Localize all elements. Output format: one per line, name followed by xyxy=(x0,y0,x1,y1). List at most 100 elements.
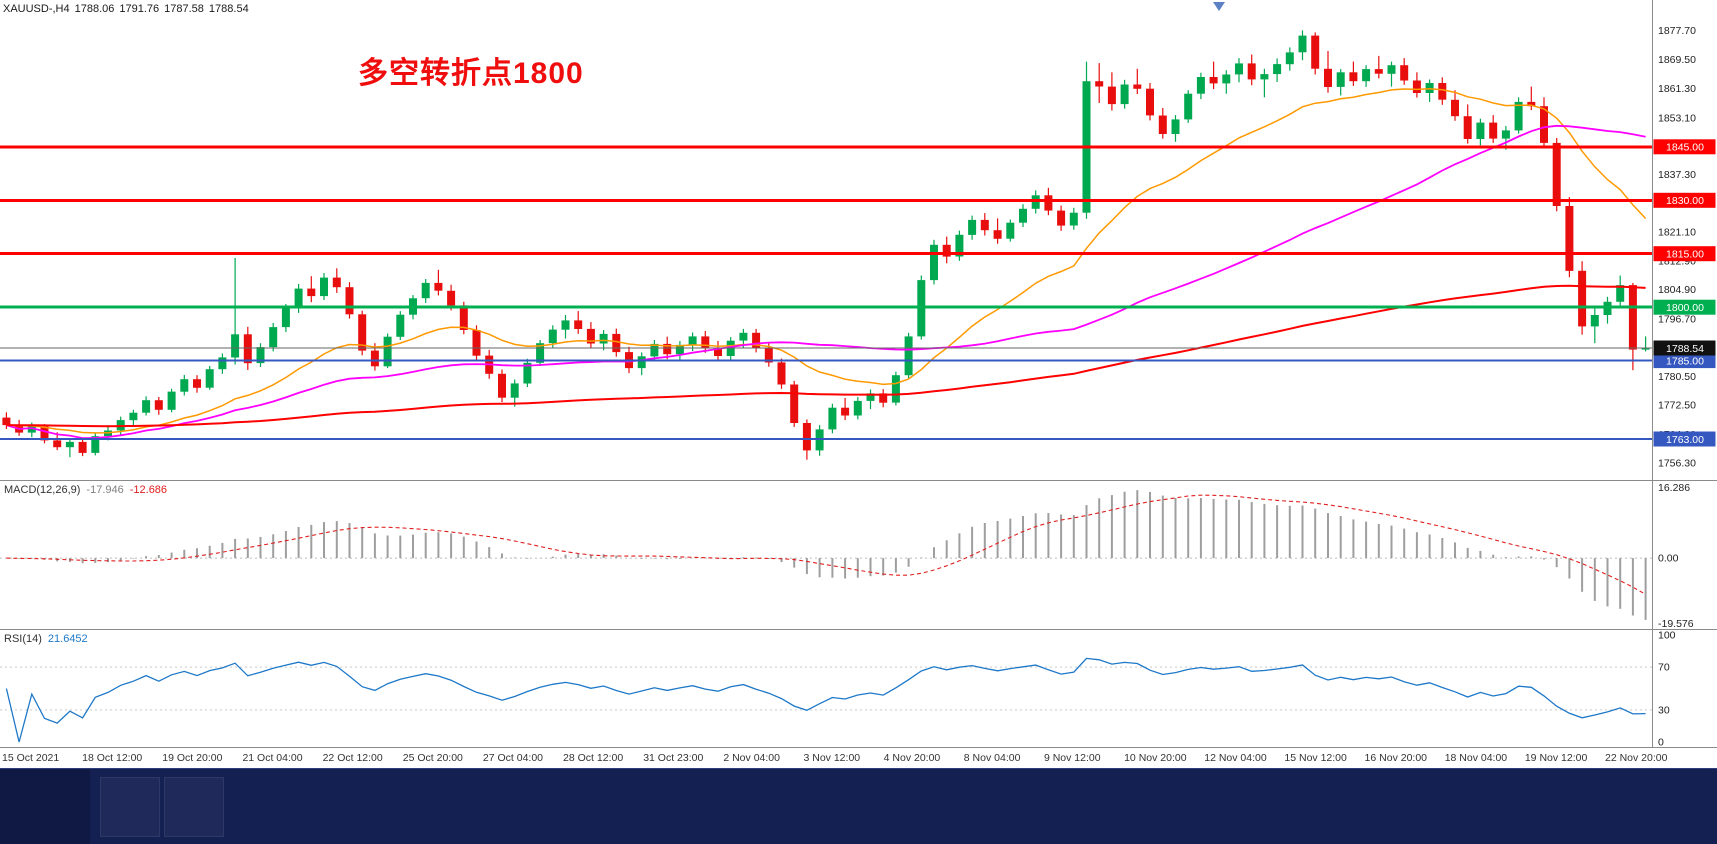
rsi-axis-label: 0 xyxy=(1658,737,1664,749)
price-badge-label: 1785.00 xyxy=(1666,355,1704,367)
candle-body xyxy=(434,282,443,291)
candle-body xyxy=(802,423,811,451)
time-axis-label: 8 Nov 04:00 xyxy=(964,752,1021,764)
candle-body xyxy=(1476,122,1485,139)
candle-body xyxy=(790,384,799,423)
price-badge xyxy=(1653,139,1716,155)
candle-body xyxy=(281,308,290,328)
taskbar-start-button[interactable] xyxy=(0,769,90,844)
candle-body xyxy=(1387,65,1396,74)
candle-body xyxy=(739,332,748,341)
candle-body xyxy=(523,362,532,384)
candle-body xyxy=(421,282,430,299)
candle-body xyxy=(548,329,557,344)
candle-body xyxy=(1641,348,1650,350)
candle-body xyxy=(1311,35,1320,69)
candle-body xyxy=(1425,83,1434,93)
candle-body xyxy=(1285,52,1294,65)
macd-indicator-label: MACD(12,26,9) -17.946 -12.686 xyxy=(4,484,167,496)
candle-body xyxy=(1019,208,1027,223)
ma-medium-line xyxy=(6,124,1646,440)
candle-body xyxy=(955,234,964,257)
candle-body xyxy=(1565,206,1574,271)
candle-body xyxy=(1527,101,1536,107)
chart-annotation-text[interactable]: 多空转折点1800 xyxy=(358,57,584,90)
time-axis-label: 15 Oct 2021 xyxy=(2,752,59,764)
candle-body xyxy=(40,426,49,441)
price-axis: 1877.701869.501861.301853.101845.101837.… xyxy=(1658,25,1696,749)
candle-body xyxy=(383,336,392,367)
candle-body xyxy=(1031,195,1040,209)
ohlc-low-value: 1787.58 xyxy=(164,3,204,15)
rsi-panel xyxy=(0,657,1653,743)
candle-body xyxy=(2,417,11,426)
time-axis-label: 21 Oct 04:00 xyxy=(242,752,302,764)
macd-axis-label: -19.576 xyxy=(1658,618,1694,630)
candle-body xyxy=(1463,116,1472,139)
price-axis-label: 1853.10 xyxy=(1658,112,1696,124)
time-axis-label: 18 Oct 12:00 xyxy=(82,752,142,764)
price-axis-label: 1772.50 xyxy=(1658,400,1696,412)
candle-body xyxy=(180,379,189,392)
candle-body xyxy=(307,288,316,297)
price-axis-label: 1821.10 xyxy=(1658,226,1696,238)
chart-canvas[interactable]: 1877.701869.501861.301853.101845.101837.… xyxy=(0,0,1717,768)
candle-body xyxy=(1260,74,1269,80)
rsi-indicator-label: RSI(14) 21.6452 xyxy=(4,633,88,645)
price-axis-label: 1796.70 xyxy=(1658,313,1696,325)
ohlc-high-value: 1791.76 xyxy=(119,3,160,15)
candle-body xyxy=(396,314,405,337)
candle-body xyxy=(1590,315,1599,327)
candle-body xyxy=(1501,130,1510,139)
rsi-value: 21.6452 xyxy=(47,633,88,645)
macd-axis-label: 16.286 xyxy=(1658,482,1690,494)
time-axis-label: 19 Oct 20:00 xyxy=(162,752,222,764)
time-axis-label: 9 Nov 12:00 xyxy=(1044,752,1101,764)
macd-name-label: MACD(12,26,9) xyxy=(4,484,81,496)
candle-body xyxy=(294,288,303,309)
candle-body xyxy=(91,436,100,453)
price-badge xyxy=(1653,340,1716,356)
candle-body xyxy=(574,320,583,329)
candle-body xyxy=(777,362,786,385)
price-badge xyxy=(1653,299,1716,315)
price-axis-label: 1804.90 xyxy=(1658,284,1696,296)
macd-main-value: -17.946 xyxy=(86,484,124,496)
time-axis-label: 25 Oct 20:00 xyxy=(403,752,463,764)
price-axis-label: 1756.30 xyxy=(1658,457,1696,469)
macd-signal-line xyxy=(6,494,1646,595)
candle-body xyxy=(78,441,87,453)
candle-body xyxy=(891,375,900,403)
candle-body xyxy=(1235,63,1243,75)
candle-body xyxy=(1578,270,1587,327)
chart-shift-marker-icon[interactable] xyxy=(1213,2,1225,11)
time-axis-label: 27 Oct 04:00 xyxy=(483,752,543,764)
price-axis-label: 1780.50 xyxy=(1658,371,1696,383)
candle-body xyxy=(320,277,328,297)
rsi-line xyxy=(5,657,1646,743)
time-axis-label: 31 Oct 23:00 xyxy=(643,752,703,764)
time-axis-label: 15 Nov 12:00 xyxy=(1284,752,1347,764)
candle-body xyxy=(904,336,913,376)
candle-body xyxy=(841,407,850,416)
candle-body xyxy=(1044,195,1053,211)
candle-body xyxy=(498,373,506,398)
candle-body xyxy=(1133,84,1142,89)
candle-body xyxy=(1489,122,1498,139)
taskbar-item[interactable] xyxy=(164,777,224,837)
ohlc-open-value: 1788.06 xyxy=(74,3,115,15)
moving-averages xyxy=(6,88,1647,440)
candle-body xyxy=(1069,212,1078,226)
candle-body xyxy=(205,369,214,388)
ohlc-close-value: 1788.54 xyxy=(208,3,249,15)
candle-body xyxy=(752,332,761,349)
taskbar-item[interactable] xyxy=(100,777,160,837)
time-axis-label: 3 Nov 12:00 xyxy=(804,752,861,764)
candle-body xyxy=(536,343,545,363)
time-axis-label: 16 Nov 20:00 xyxy=(1365,752,1428,764)
candle-body xyxy=(663,343,672,355)
candle-body xyxy=(586,328,595,344)
horizontal-lines xyxy=(0,145,1653,440)
candle-body xyxy=(1552,142,1561,206)
